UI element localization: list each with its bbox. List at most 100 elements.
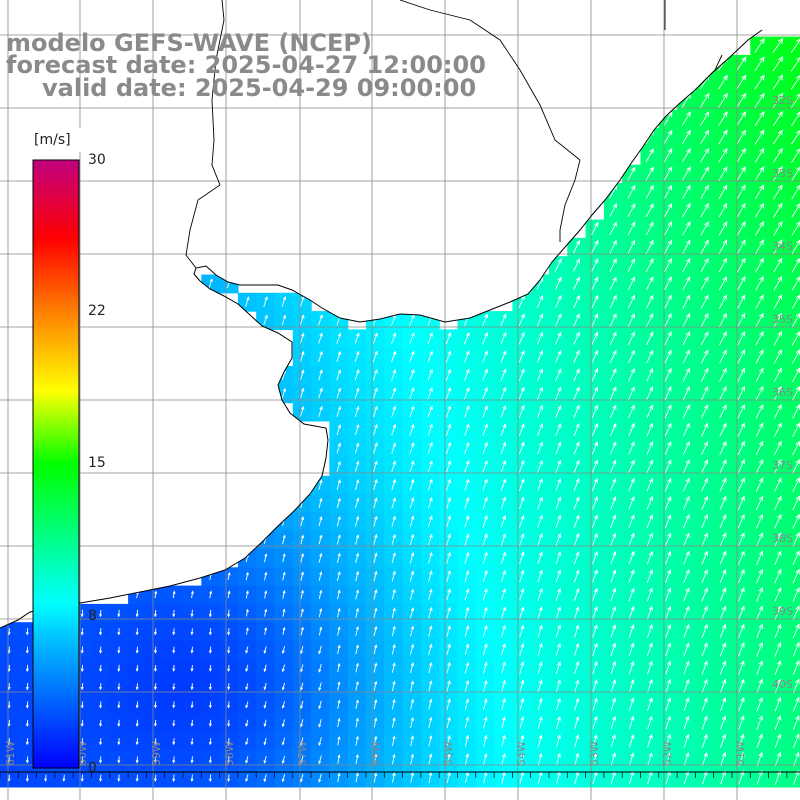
- wind-arrow: [391, 625, 396, 637]
- border-line: [559, 159, 581, 242]
- wind-arrow: [647, 752, 653, 766]
- wind-arrow: [318, 332, 323, 344]
- wind-arrow: [627, 294, 635, 309]
- wind-arrow: [737, 477, 745, 492]
- wind-arrow: [755, 495, 764, 511]
- wind-arrow: [519, 679, 525, 693]
- wind-arrow: [80, 737, 84, 746]
- wind-arrow: [410, 698, 415, 710]
- wind-arrow: [318, 497, 323, 509]
- wind-arrow: [609, 331, 617, 345]
- wind-arrow: [718, 276, 727, 291]
- wind-arrow: [427, 533, 433, 546]
- wind-arrow: [792, 550, 800, 566]
- wind-arrow: [336, 460, 341, 472]
- wind-arrow: [355, 589, 360, 600]
- wind-arrow: [391, 332, 397, 345]
- valid-date: valid date: 2025-04-29 09:00:00: [42, 74, 477, 102]
- wind-arrow: [754, 92, 765, 108]
- wind-arrow: [354, 369, 360, 381]
- wind-arrow: [592, 752, 598, 766]
- wind-arrow: [591, 276, 599, 291]
- wind-arrow: [628, 532, 635, 547]
- wind-arrow: [464, 661, 470, 674]
- wind-arrow: [373, 423, 378, 436]
- wind-arrow: [700, 202, 709, 218]
- wind-arrow: [482, 606, 488, 619]
- wind-cell: [786, 292, 800, 312]
- wind-cell: [786, 146, 800, 166]
- wind-arrow: [756, 568, 764, 584]
- wind-arrow: [519, 569, 525, 583]
- wind-arrow: [645, 221, 654, 236]
- wind-arrow: [664, 550, 672, 565]
- wind-arrow: [665, 624, 672, 638]
- wind-arrow: [391, 350, 397, 363]
- wind-cell: [786, 109, 800, 129]
- wind-arrow: [682, 404, 690, 419]
- wind-arrow: [772, 111, 783, 127]
- wind-arrow: [555, 331, 562, 345]
- wind-arrow: [463, 313, 470, 327]
- wind-arrow: [609, 441, 617, 455]
- wind-arrow: [701, 642, 708, 657]
- wind-arrow: [99, 628, 103, 636]
- wind-arrow: [135, 664, 139, 672]
- wind-arrow: [281, 387, 287, 399]
- wind-arrow: [536, 313, 544, 327]
- wind-arrow: [318, 645, 322, 655]
- wind-arrow: [683, 733, 690, 748]
- wind-arrow: [647, 697, 653, 711]
- wind-arrow: [99, 683, 103, 691]
- wind-arrow: [682, 422, 690, 437]
- wind-arrow: [226, 278, 232, 289]
- wind-arrow: [482, 460, 488, 473]
- wind-arrow: [537, 642, 543, 656]
- longitude-label: 61W: [4, 741, 17, 766]
- wind-arrow: [373, 607, 378, 618]
- wind-arrow: [773, 166, 783, 182]
- wind-arrow: [373, 533, 378, 545]
- wind-arrow: [446, 460, 452, 473]
- wind-arrow: [446, 606, 451, 619]
- wind-arrow: [736, 221, 746, 236]
- wind-arrow: [573, 441, 580, 455]
- wind-arrow: [537, 496, 543, 510]
- wind-arrow: [80, 774, 84, 782]
- wind-arrow: [300, 737, 304, 746]
- wind-arrow: [700, 404, 709, 419]
- wind-arrow: [263, 774, 267, 783]
- wind-arrow: [99, 774, 103, 782]
- wind-arrow: [318, 405, 323, 417]
- wind-arrow: [664, 257, 672, 273]
- wind-arrow: [610, 587, 617, 602]
- wind-arrow: [464, 698, 470, 711]
- wind-arrow: [536, 295, 544, 309]
- wind-arrow: [718, 184, 728, 200]
- wind-arrow: [646, 514, 653, 529]
- wind-arrow: [355, 607, 359, 618]
- wind-arrow: [756, 641, 763, 657]
- wind-arrow: [227, 719, 231, 727]
- wind-arrow: [501, 698, 506, 711]
- wind-arrow: [264, 553, 268, 563]
- wind-arrow: [153, 756, 157, 764]
- wind-arrow: [519, 514, 525, 528]
- wind-arrow: [482, 478, 488, 491]
- wind-arrow: [446, 551, 451, 564]
- wind-arrow: [464, 588, 470, 601]
- wind-arrow: [573, 606, 580, 620]
- wind-arrow: [646, 404, 654, 419]
- wind-arrow: [719, 367, 727, 382]
- wind-arrow: [427, 350, 433, 363]
- wind-arrow: [665, 697, 672, 712]
- wind-arrow: [537, 716, 543, 729]
- wind-arrow: [25, 719, 29, 727]
- wind-arrow: [300, 755, 304, 765]
- wind-arrow: [281, 664, 286, 673]
- wind-arrow: [410, 661, 415, 674]
- wind-arrow: [337, 662, 341, 673]
- wind-arrow: [628, 550, 635, 565]
- wind-arrow: [263, 296, 268, 307]
- wind-arrow: [445, 332, 452, 345]
